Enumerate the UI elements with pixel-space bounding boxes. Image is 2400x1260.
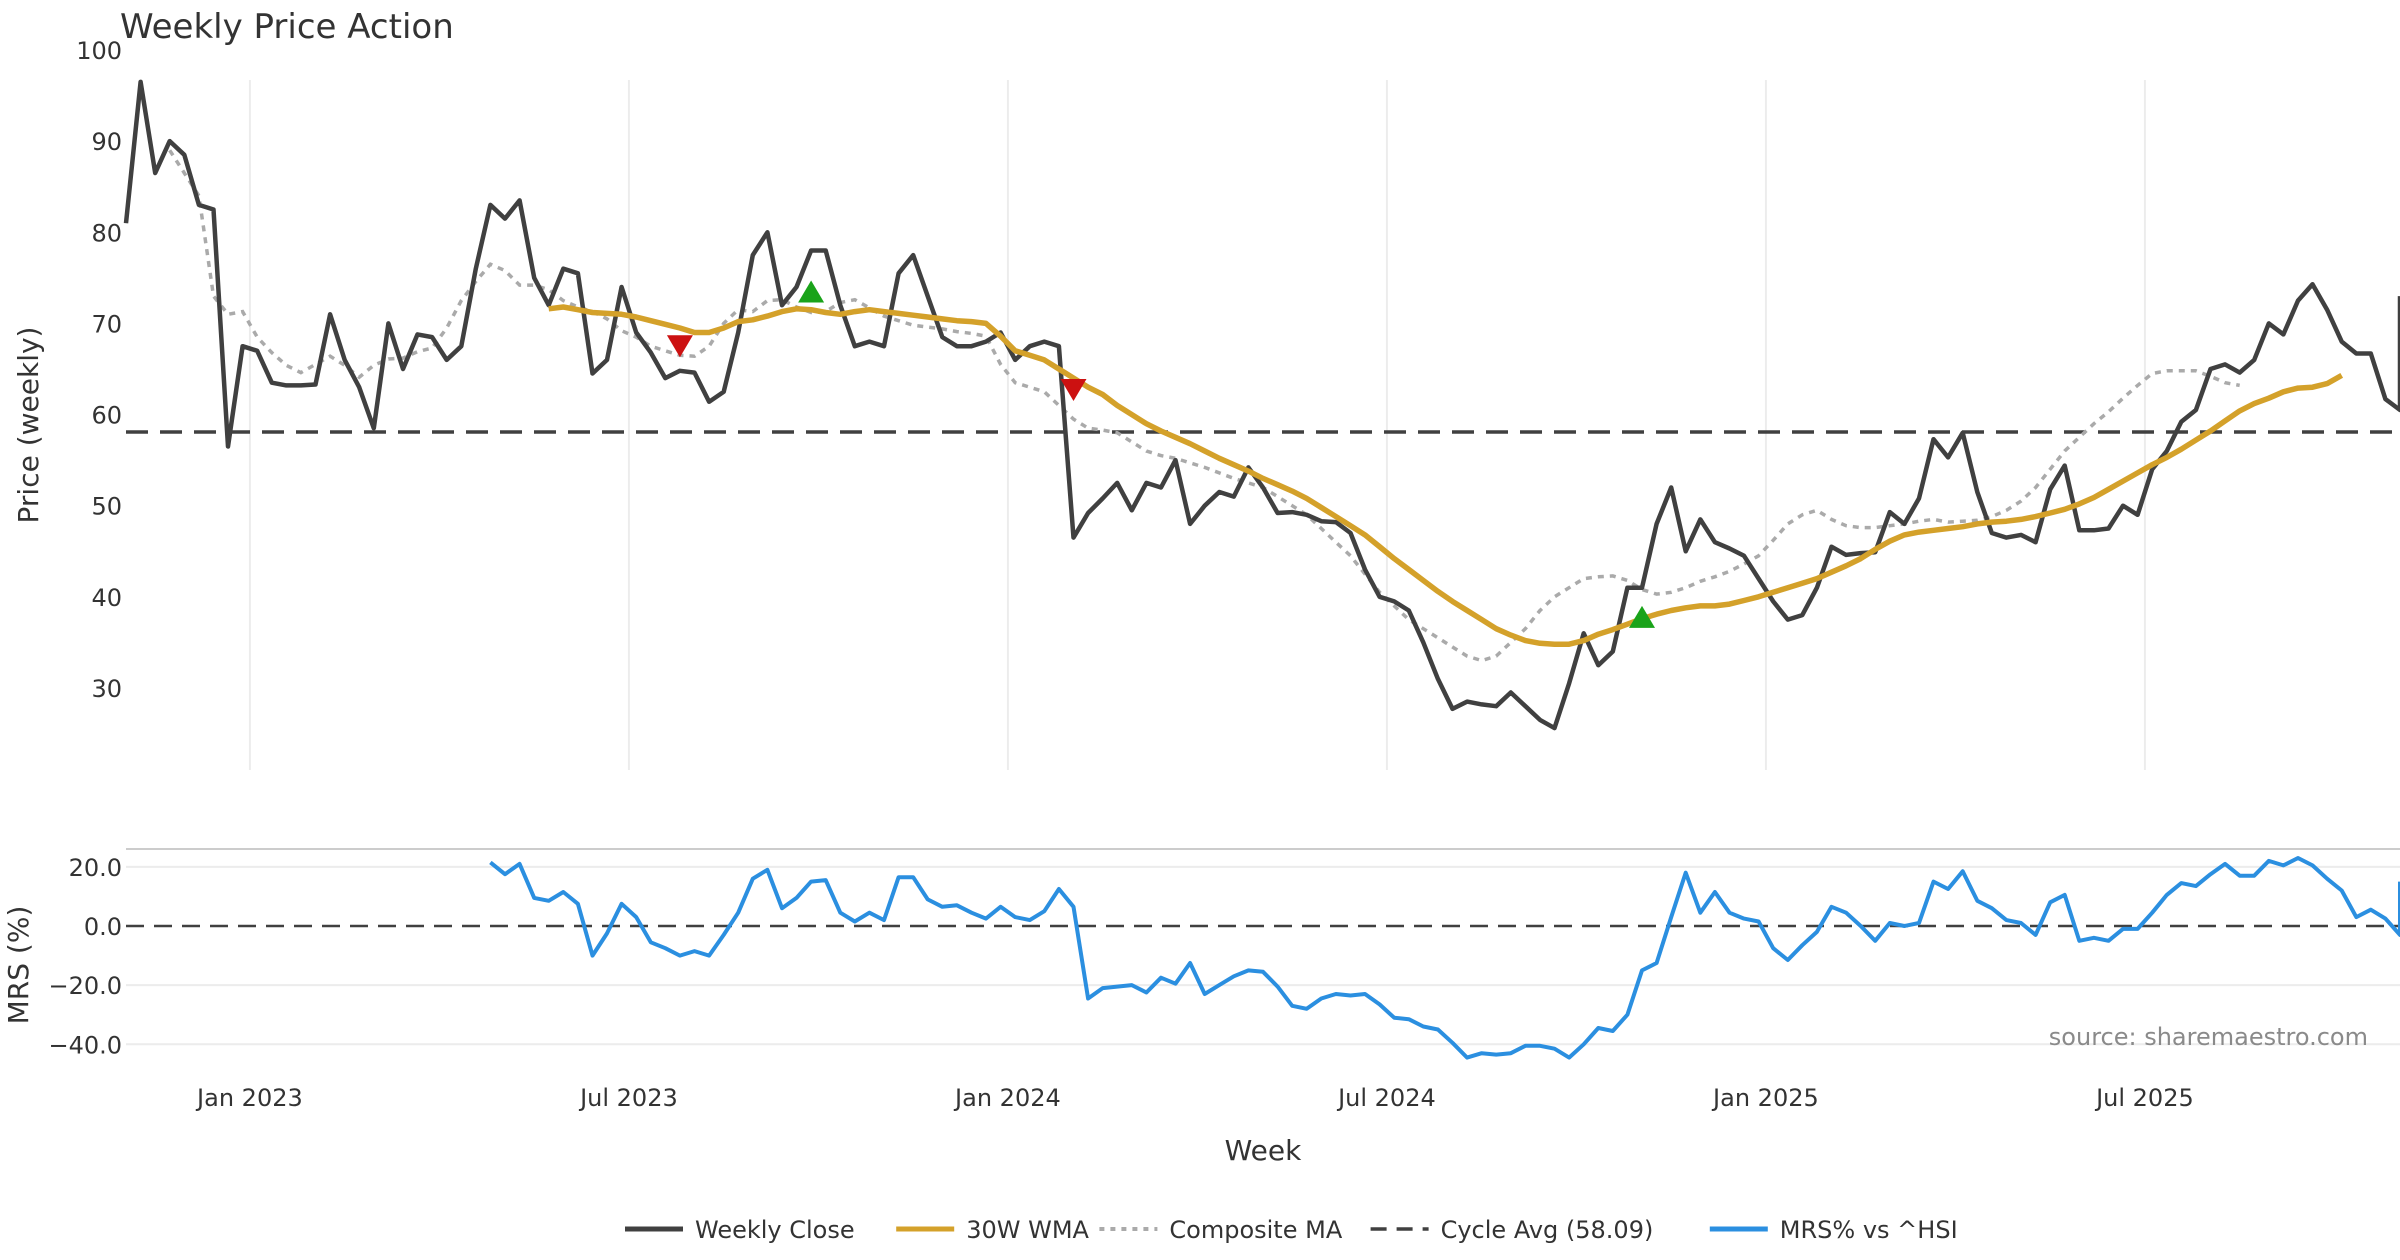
x-tick-label: Jan 2025 — [1711, 1084, 1819, 1112]
price-grid — [248, 80, 2146, 770]
legend-label-cycle: Cycle Avg (58.09) — [1441, 1216, 1654, 1244]
legend-item-cycle: Cycle Avg (58.09) — [1370, 1216, 1654, 1244]
weekly-close-line — [123, 79, 2400, 731]
legend-label-mrs: MRS% vs ^HSI — [1780, 1216, 1958, 1244]
composite-ma-line — [168, 149, 2241, 663]
buy-signal-marker — [1629, 605, 1655, 628]
legend-label-cma: Composite MA — [1169, 1216, 1342, 1244]
wma-30w-line — [548, 304, 2344, 647]
legend-label-wma: 30W WMA — [966, 1216, 1089, 1244]
legend-item-mrs: MRS% vs ^HSI — [1709, 1216, 1958, 1244]
mrs-grid — [126, 865, 2400, 1046]
price-panel: 30 40 50 60 70 80 90 100 Price (weekly) — [12, 37, 2400, 770]
price-y-tick-label: 100 — [76, 37, 122, 65]
source-note: source: sharemaestro.com — [2049, 1023, 2368, 1051]
x-axis-ticks: Jan 2023 Jul 2023 Jan 2024 Jul 2024 Jan 2025… — [195, 1084, 2194, 1112]
x-tick-label: Jul 2023 — [578, 1084, 678, 1112]
signal-markers — [666, 280, 1655, 628]
price-y-ticks: 30 40 50 60 70 80 90 100 — [76, 37, 122, 703]
price-y-tick-label: 50 — [91, 493, 122, 521]
price-y-axis-label: Price (weekly) — [12, 327, 45, 524]
buy-signal-marker — [798, 280, 825, 303]
mrs-y-tick-label: −20.0 — [48, 972, 122, 1000]
x-axis-label: Week — [1225, 1134, 1302, 1167]
price-y-tick-label: 70 — [91, 310, 122, 338]
mrs-panel: 20.0 0.0 −20.0 −40.0 MRS (%) source: sharem… — [2, 848, 2400, 1060]
price-y-tick-label: 80 — [91, 219, 122, 247]
price-y-tick-label: 30 — [91, 675, 122, 703]
legend-label-close: Weekly Close — [695, 1216, 855, 1244]
mrs-y-tick-label: 0.0 — [84, 913, 122, 941]
mrs-y-tick-label: 20.0 — [69, 854, 122, 882]
x-tick-label: Jul 2025 — [2094, 1084, 2194, 1112]
x-tick-label: Jan 2024 — [953, 1084, 1061, 1112]
x-tick-label: Jan 2023 — [195, 1084, 303, 1112]
chart-title: Weekly Price Action — [120, 7, 454, 47]
mrs-y-tick-label: −40.0 — [48, 1031, 122, 1059]
legend: Weekly Close 30W WMA Composite MA Cycle Avg… — [625, 1216, 1958, 1244]
mrs-y-axis-label: MRS (%) — [2, 906, 35, 1025]
legend-item-close: Weekly Close — [625, 1216, 855, 1244]
legend-item-cma: Composite MA — [1099, 1216, 1343, 1244]
mrs-line — [489, 856, 2400, 1060]
sell-signal-marker — [666, 335, 693, 358]
price-y-tick-label: 90 — [91, 128, 122, 156]
mrs-y-ticks: 20.0 0.0 −20.0 −40.0 — [48, 854, 122, 1059]
legend-item-wma: 30W WMA — [896, 1216, 1090, 1244]
price-y-tick-label: 60 — [91, 402, 122, 430]
x-tick-label: Jul 2024 — [1336, 1084, 1436, 1112]
sell-signal-marker — [1060, 378, 1087, 401]
price-y-tick-label: 40 — [91, 584, 122, 612]
